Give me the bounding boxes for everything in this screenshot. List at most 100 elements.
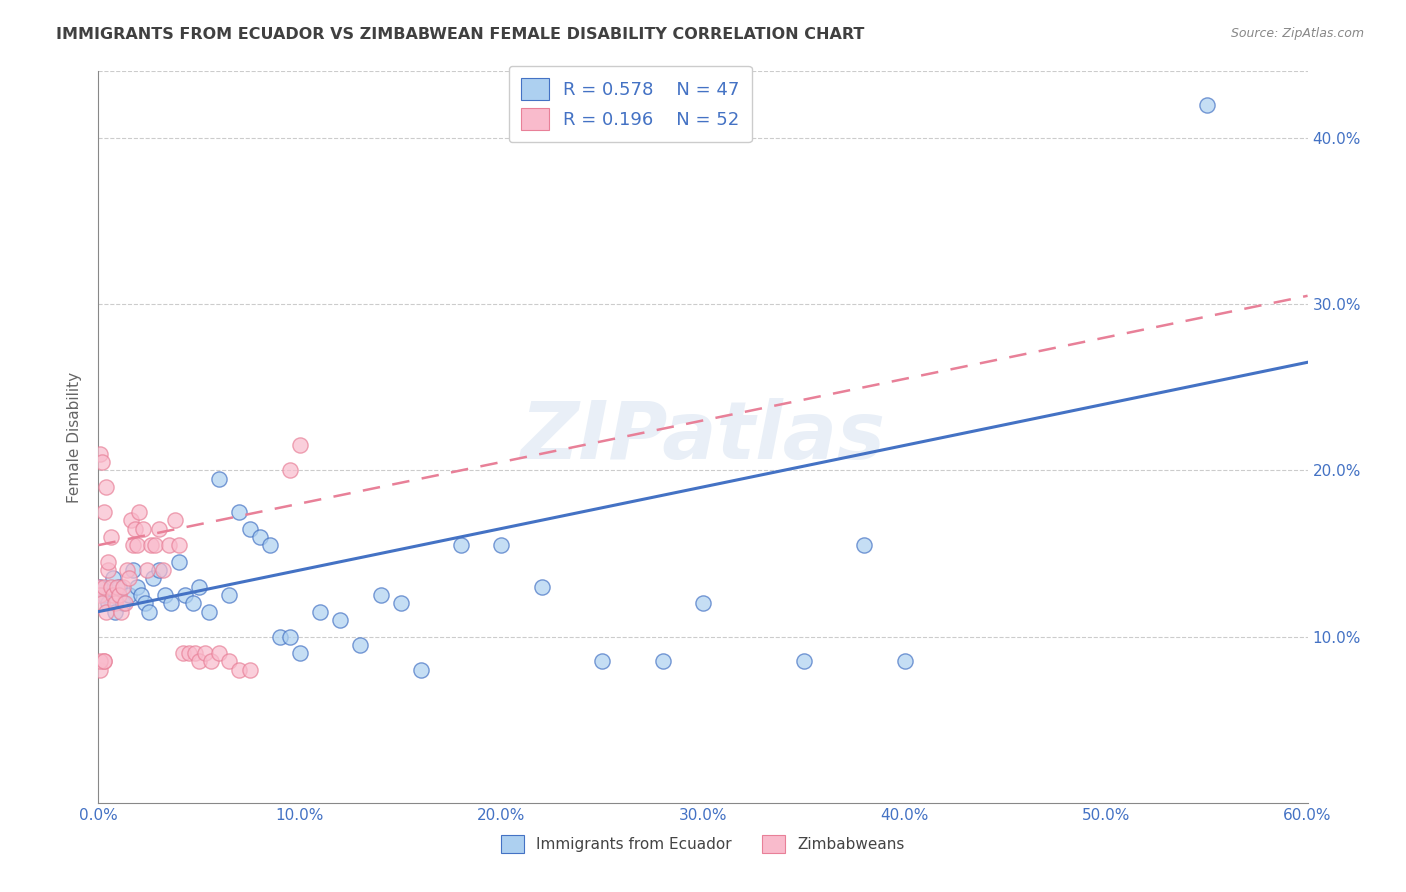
Point (200, 655, 222, 669)
Point (100, 530, 122, 544)
Point (491, 538, 513, 552)
Point (107, 588, 129, 602)
Point (181, 596, 204, 610)
Point (249, 530, 271, 544)
Point (89, 447, 111, 461)
Point (93, 505, 115, 519)
Point (93, 655, 115, 669)
Point (114, 596, 136, 610)
Point (692, 596, 714, 610)
Point (208, 646, 231, 660)
Point (179, 646, 201, 660)
Point (89, 655, 111, 669)
Point (188, 655, 211, 669)
Point (115, 563, 138, 577)
Point (167, 555, 190, 569)
Point (239, 663, 262, 677)
Point (269, 630, 291, 644)
Point (218, 588, 240, 602)
Point (349, 638, 371, 652)
Point (152, 563, 174, 577)
Point (89, 588, 111, 602)
Point (218, 655, 240, 669)
Point (198, 605, 221, 619)
Point (288, 646, 311, 660)
Text: ZIPatlas: ZIPatlas (520, 398, 886, 476)
Point (135, 563, 157, 577)
Point (184, 646, 207, 660)
Point (103, 605, 125, 619)
Point (139, 538, 162, 552)
Point (100, 580, 122, 594)
Point (91, 455, 114, 469)
Point (89, 663, 111, 677)
Point (208, 472, 231, 486)
Point (89, 580, 111, 594)
Point (409, 663, 432, 677)
Point (93, 655, 115, 669)
Y-axis label: Female Disability: Female Disability (67, 371, 83, 503)
Point (101, 571, 124, 585)
Point (101, 588, 124, 602)
Point (1195, 97, 1218, 112)
Point (651, 655, 673, 669)
Point (97, 563, 120, 577)
Point (91, 596, 114, 610)
Point (530, 580, 553, 594)
Point (97, 555, 120, 569)
Point (793, 655, 815, 669)
Point (120, 513, 142, 527)
Point (105, 580, 128, 594)
Point (143, 538, 166, 552)
Point (148, 563, 170, 577)
Point (107, 580, 129, 594)
Point (450, 538, 472, 552)
Point (103, 596, 125, 610)
Point (125, 538, 148, 552)
Point (97, 596, 120, 610)
Point (111, 580, 134, 594)
Point (93, 580, 115, 594)
Point (129, 588, 152, 602)
Point (853, 538, 876, 552)
Point (163, 513, 186, 527)
Point (309, 605, 332, 619)
Point (278, 463, 301, 477)
Point (148, 521, 170, 535)
Point (228, 505, 250, 519)
Point (174, 588, 197, 602)
Point (125, 580, 148, 594)
Point (132, 521, 155, 535)
Point (134, 596, 156, 610)
Point (389, 596, 412, 610)
Text: IMMIGRANTS FROM ECUADOR VS ZIMBABWEAN FEMALE DISABILITY CORRELATION CHART: IMMIGRANTS FROM ECUADOR VS ZIMBABWEAN FE… (56, 27, 865, 42)
Point (110, 605, 132, 619)
Point (121, 538, 143, 552)
Point (288, 438, 311, 452)
Point (96, 480, 118, 494)
Point (142, 571, 165, 585)
Point (87, 580, 110, 594)
Point (893, 655, 915, 669)
Point (96, 605, 118, 619)
Point (591, 655, 613, 669)
Point (121, 563, 143, 577)
Point (93, 588, 115, 602)
Point (118, 588, 141, 602)
Point (329, 613, 352, 627)
Point (239, 521, 262, 535)
Text: Source: ZipAtlas.com: Source: ZipAtlas.com (1230, 27, 1364, 40)
Point (172, 646, 194, 660)
Point (118, 571, 141, 585)
Point (167, 538, 190, 552)
Point (160, 596, 183, 610)
Point (153, 588, 176, 602)
Point (138, 605, 160, 619)
Point (370, 588, 392, 602)
Legend: Immigrants from Ecuador, Zimbabweans: Immigrants from Ecuador, Zimbabweans (494, 827, 912, 861)
Point (128, 505, 150, 519)
Point (111, 596, 134, 610)
Point (259, 538, 281, 552)
Point (157, 538, 180, 552)
Point (124, 521, 146, 535)
